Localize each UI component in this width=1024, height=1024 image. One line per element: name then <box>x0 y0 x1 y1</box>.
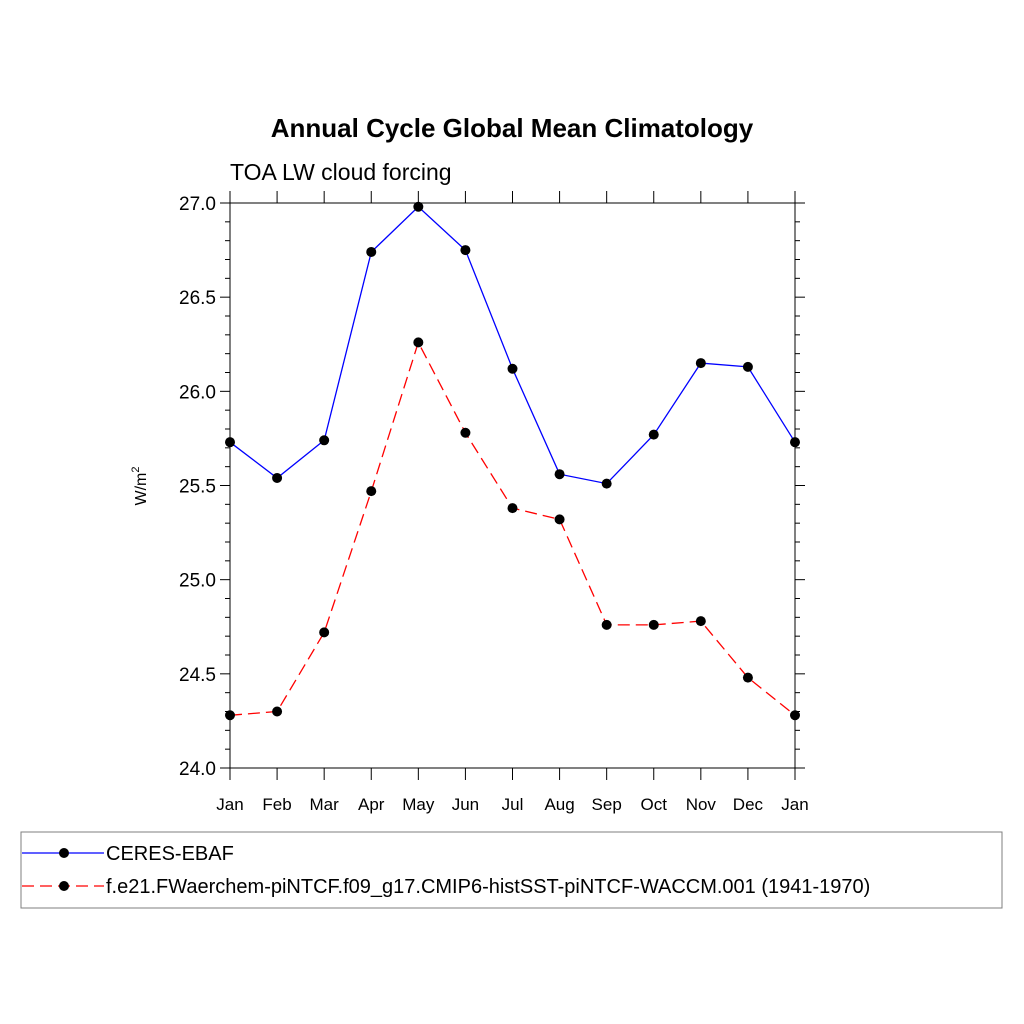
series-layer <box>225 201 800 721</box>
data-point <box>695 358 706 369</box>
x-tick-label: Aug <box>544 795 574 814</box>
x-tick-label: Jan <box>781 795 808 814</box>
data-point <box>601 619 612 630</box>
data-point <box>648 429 659 440</box>
y-axis-label: W/m2 <box>130 467 150 506</box>
legend: CERES-EBAF f.e21.FWaerchem-piNTCF.f09_g17… <box>20 831 1003 909</box>
chart-subtitle: TOA LW cloud forcing <box>230 159 452 185</box>
legend-marker <box>59 881 69 891</box>
data-point <box>225 437 235 448</box>
x-tick-label: Dec <box>733 795 764 814</box>
data-point <box>648 619 659 630</box>
data-point <box>413 201 424 212</box>
plot-frame <box>229 202 796 769</box>
series-line <box>229 340 796 716</box>
data-point <box>507 503 518 514</box>
x-tick-label: Nov <box>686 795 717 814</box>
data-point <box>460 245 471 256</box>
y-tick-label: 25.0 <box>179 571 216 592</box>
data-point <box>742 672 753 683</box>
y-tick-label: 25.5 <box>179 477 216 498</box>
legend-label: CERES-EBAF <box>106 843 234 865</box>
data-point <box>413 337 424 348</box>
data-point <box>554 514 565 525</box>
x-tick-label: Sep <box>592 795 622 814</box>
data-point <box>319 435 330 446</box>
y-tick-label: 26.0 <box>179 382 216 403</box>
data-point <box>272 472 283 483</box>
x-tick-label: May <box>402 795 435 814</box>
chart-title: Annual Cycle Global Mean Climatology <box>271 113 754 143</box>
data-point <box>790 437 800 448</box>
legend-label: f.e21.FWaerchem-piNTCF.f09_g17.CMIP6-his… <box>106 876 870 898</box>
data-point <box>790 710 800 721</box>
x-tick-label: Mar <box>310 795 340 814</box>
data-point <box>460 427 471 438</box>
y-tick-label: 26.5 <box>179 288 216 309</box>
data-point <box>272 706 283 717</box>
data-point <box>601 478 612 489</box>
series-line <box>229 205 796 485</box>
x-tick-label: Jan <box>216 795 243 814</box>
data-point <box>319 627 330 638</box>
legend-marker <box>59 848 69 858</box>
y-tick-label: 24.0 <box>179 759 216 780</box>
series-1 <box>225 201 800 489</box>
x-tick-label: Jul <box>502 795 524 814</box>
y-tick-label: 27.0 <box>179 194 216 215</box>
x-tick-label: Apr <box>358 795 385 814</box>
x-tick-label: Feb <box>262 795 291 814</box>
data-point <box>742 361 753 372</box>
x-tick-label: Jun <box>452 795 479 814</box>
x-tick-label: Oct <box>641 795 668 814</box>
plot-area: 24.0 24.5 25.0 25.5 26.0 26.5 27.0 Jan Feb Mar Apr… <box>130 191 809 814</box>
data-point <box>225 710 235 721</box>
legend-box <box>20 831 1003 909</box>
data-point <box>554 469 565 480</box>
data-point <box>366 246 377 257</box>
data-point <box>695 616 706 627</box>
y-tick-label: 24.5 <box>179 665 216 686</box>
data-point <box>366 486 377 497</box>
series-2 <box>225 337 800 721</box>
data-point <box>507 363 518 374</box>
